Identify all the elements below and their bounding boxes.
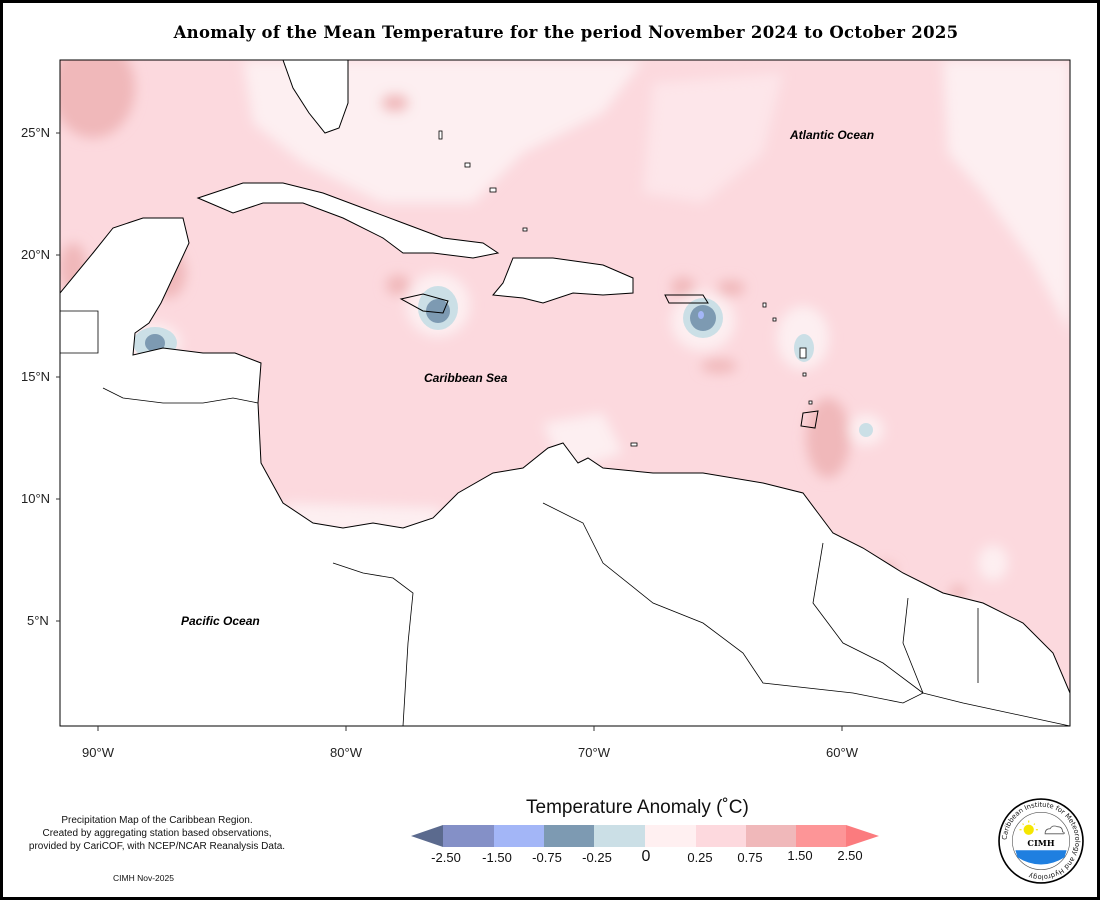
legend-tick: -1.50 <box>482 850 512 865</box>
lat-tick: 15°N <box>21 369 51 384</box>
legend-swatch <box>796 825 846 847</box>
lon-tick: 60°W <box>826 745 858 760</box>
plot-border <box>59 59 1071 727</box>
caribbean-sea-label: Caribbean Sea <box>424 371 508 385</box>
small-islands <box>438 130 813 447</box>
sun-icon <box>1023 824 1034 835</box>
footer-note-line: Created by aggregating station based obs… <box>42 828 272 839</box>
legend-swatch <box>594 825 645 847</box>
legend-tick: -2.50 <box>431 850 461 865</box>
legend-tick: -0.25 <box>582 850 612 865</box>
florida <box>282 60 349 134</box>
landmasses <box>60 60 1070 726</box>
legend-swatch <box>544 825 594 847</box>
credit-text: CIMH Nov-2025 <box>113 873 174 883</box>
legend-swatch <box>746 825 796 847</box>
puerto-rico <box>664 294 709 304</box>
map-title: Anomaly of the Mean Temperature for the … <box>173 23 959 42</box>
cuba <box>196 182 500 259</box>
lon-tick: 90°W <box>82 745 114 760</box>
jamaica <box>399 293 449 314</box>
map-figure: Anomaly of the Mean Temperature for the … <box>3 3 1097 897</box>
cloud-icon <box>1044 825 1065 835</box>
legend-colorbar <box>411 825 879 847</box>
logo-acronym: CIMH <box>1027 838 1054 848</box>
legend-swatch <box>494 825 544 847</box>
cimh-logo: Caribbean Institute for Meteorology and … <box>998 798 1084 884</box>
legend-swatch <box>411 825 443 847</box>
lat-tick: 25°N <box>21 125 51 140</box>
legend-tick: 0.25 <box>687 850 713 865</box>
legend-swatch <box>645 825 696 847</box>
lon-tick: 70°W <box>578 745 610 760</box>
mainland <box>60 217 1070 726</box>
anomaly-map <box>56 59 1071 847</box>
legend-tick: 2.50 <box>837 848 863 863</box>
lon-tick: 80°W <box>330 745 362 760</box>
borders <box>60 310 1070 726</box>
legend-tick: -0.75 <box>532 850 562 865</box>
atlantic-ocean-label: Atlantic Ocean <box>790 128 875 142</box>
legend-tick: 1.50 <box>787 848 813 863</box>
axis-ticks <box>56 132 843 731</box>
legend-tick: 0.75 <box>737 850 763 865</box>
trinidad <box>800 410 819 429</box>
lat-tick: 10°N <box>21 491 51 506</box>
hispaniola <box>492 257 634 304</box>
pacific-ocean-label: Pacific Ocean <box>181 614 260 628</box>
legend-tick: 0 <box>641 848 651 865</box>
footer-note-line: Precipitation Map of the Caribbean Regio… <box>61 815 253 826</box>
legend-swatch <box>443 825 494 847</box>
lat-tick: 5°N <box>27 613 49 628</box>
water-icon <box>1015 850 1067 865</box>
footer-note: Precipitation Map of the Caribbean Regio… <box>3 814 311 853</box>
footer-note-line: provided by CariCOF, with NCEP/NCAR Rean… <box>28 841 286 852</box>
legend-swatch <box>696 825 746 847</box>
legend-swatch <box>846 825 879 847</box>
lat-tick: 20°N <box>21 247 51 262</box>
legend-title: Temperature Anomaly (˚C) <box>526 797 749 818</box>
